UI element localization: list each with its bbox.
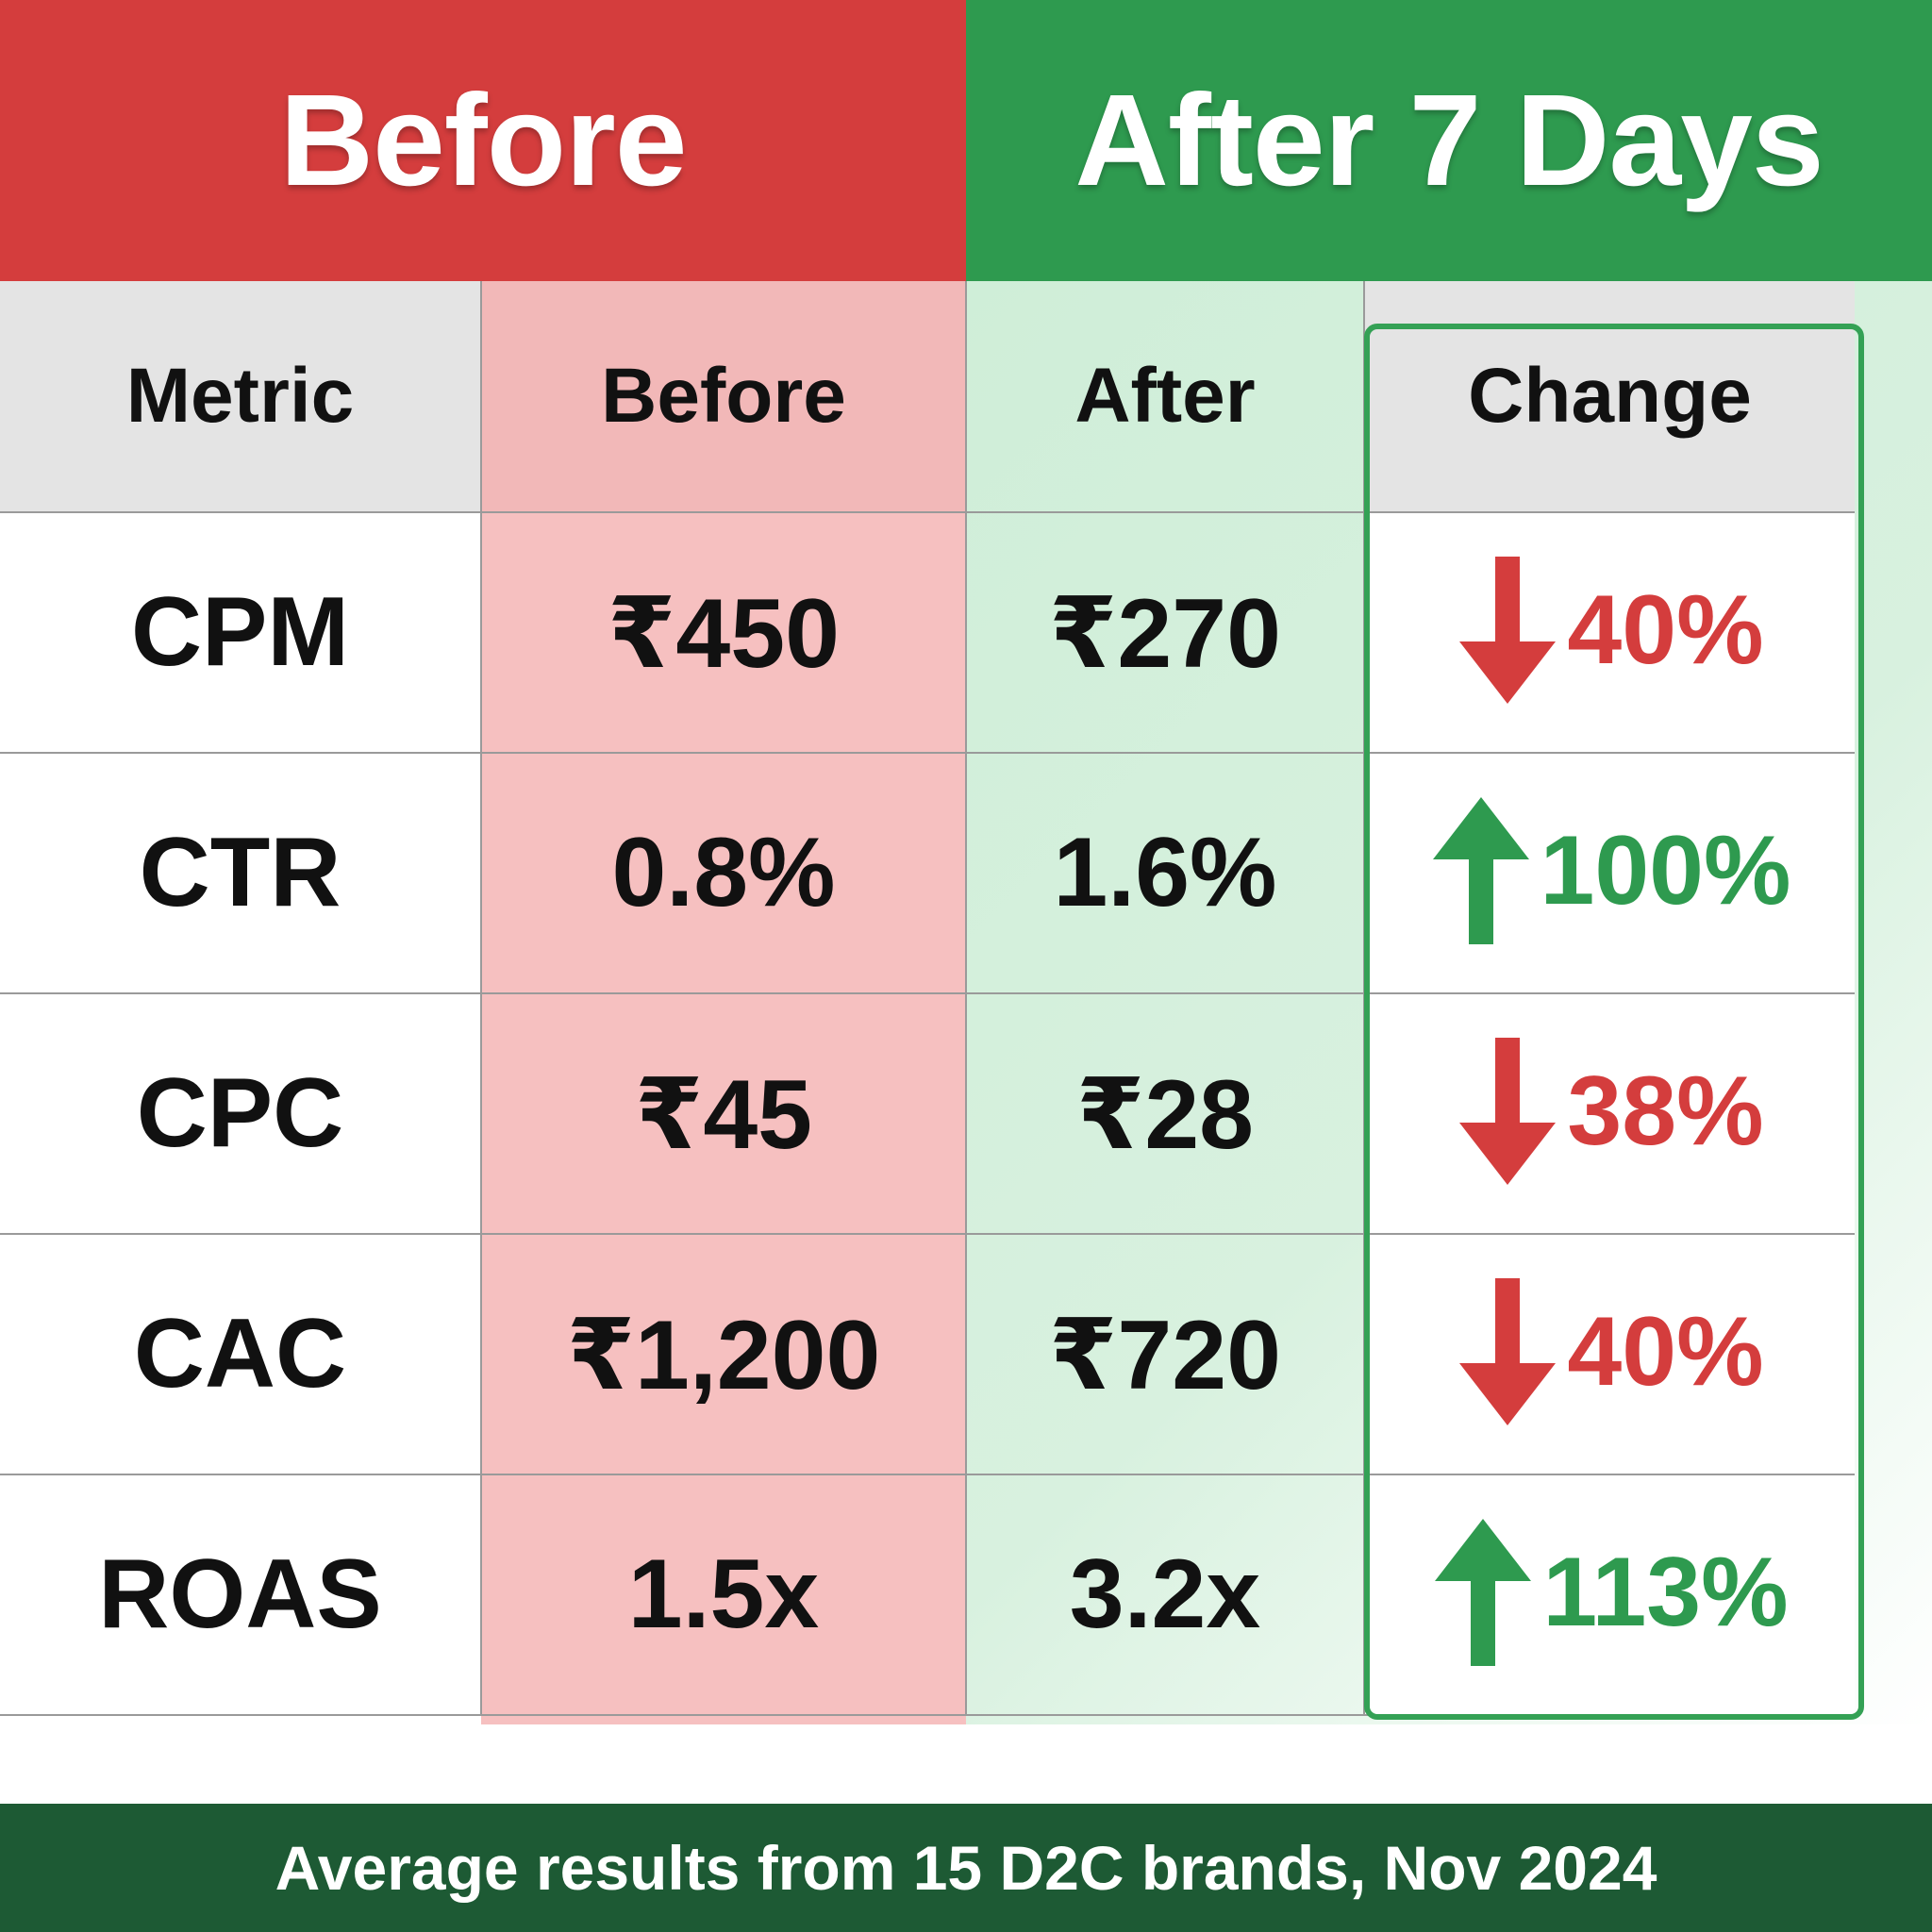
change-cell: 38% — [1363, 992, 1855, 1235]
after-value-cell: ₹28 — [965, 992, 1365, 1235]
before-value-cell: ₹45 — [480, 992, 967, 1235]
arrow-down-icon — [1459, 1038, 1557, 1185]
change-percent: 40% — [1567, 575, 1764, 685]
table-row: CTR 0.8% 1.6% 100% — [0, 752, 1855, 994]
before-banner: Before — [0, 0, 966, 281]
change-indicator: 100% — [1429, 795, 1791, 946]
change-indicator: 113% — [1431, 1517, 1789, 1668]
table-header-row: Metric Before After Change — [0, 281, 1855, 513]
table-row: CPC ₹45 ₹28 38% — [0, 992, 1855, 1235]
table-row: CPM ₹450 ₹270 40% — [0, 511, 1855, 754]
after-value-cell: 1.6% — [965, 752, 1365, 994]
arrow-down-icon — [1459, 557, 1557, 704]
change-cell: 40% — [1363, 511, 1855, 754]
change-indicator: 40% — [1456, 555, 1764, 706]
change-cell: 113% — [1363, 1474, 1855, 1716]
before-value-cell: ₹450 — [480, 511, 967, 754]
change-percent: 40% — [1567, 1296, 1764, 1407]
change-percent: 38% — [1567, 1056, 1764, 1166]
column-header-after: After — [965, 281, 1365, 513]
after-value-cell: 3.2x — [965, 1474, 1365, 1716]
column-header-change: Change — [1363, 281, 1855, 513]
table-body: CPM ₹450 ₹270 40% CTR 0.8% 1.6% 100% CPC ₹45 ₹28 38… — [0, 511, 1855, 1716]
metric-cell: CAC — [0, 1233, 482, 1475]
arrow-up-icon — [1435, 1519, 1532, 1666]
after-value-cell: ₹720 — [965, 1233, 1365, 1475]
before-value-cell: 0.8% — [480, 752, 967, 994]
before-value-cell: ₹1,200 — [480, 1233, 967, 1475]
table-row: ROAS 1.5x 3.2x 113% — [0, 1474, 1855, 1716]
arrow-up-icon — [1432, 797, 1529, 944]
change-cell: 100% — [1363, 752, 1855, 994]
change-indicator: 40% — [1456, 1276, 1764, 1427]
footer-caption: Average results from 15 D2C brands, Nov … — [0, 1804, 1932, 1932]
before-value-cell: 1.5x — [480, 1474, 967, 1716]
column-header-before: Before — [480, 281, 967, 513]
change-indicator: 38% — [1456, 1036, 1764, 1187]
change-cell: 40% — [1363, 1233, 1855, 1475]
table-row: CAC ₹1,200 ₹720 40% — [0, 1233, 1855, 1475]
metric-cell: CPM — [0, 511, 482, 754]
change-percent: 113% — [1542, 1537, 1789, 1647]
metric-cell: CPC — [0, 992, 482, 1235]
metric-cell: ROAS — [0, 1474, 482, 1716]
column-header-metric: Metric — [0, 281, 482, 513]
metric-cell: CTR — [0, 752, 482, 994]
after-banner: After 7 Days — [966, 0, 1932, 281]
after-value-cell: ₹270 — [965, 511, 1365, 754]
change-percent: 100% — [1540, 815, 1791, 925]
arrow-down-icon — [1459, 1278, 1557, 1425]
comparison-table: Metric Before After Change CPM ₹450 ₹270 40… — [0, 281, 1855, 1716]
